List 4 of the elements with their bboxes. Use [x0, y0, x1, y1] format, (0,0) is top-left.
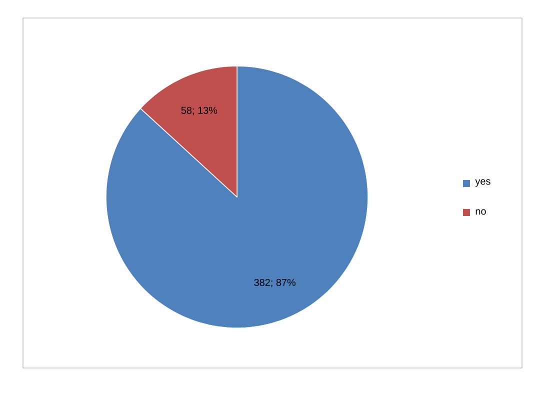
legend-label: yes — [475, 179, 490, 187]
data-label: 58; 13% — [181, 106, 218, 116]
data-label: 382; 87% — [254, 278, 296, 288]
legend-label: no — [476, 209, 486, 215]
